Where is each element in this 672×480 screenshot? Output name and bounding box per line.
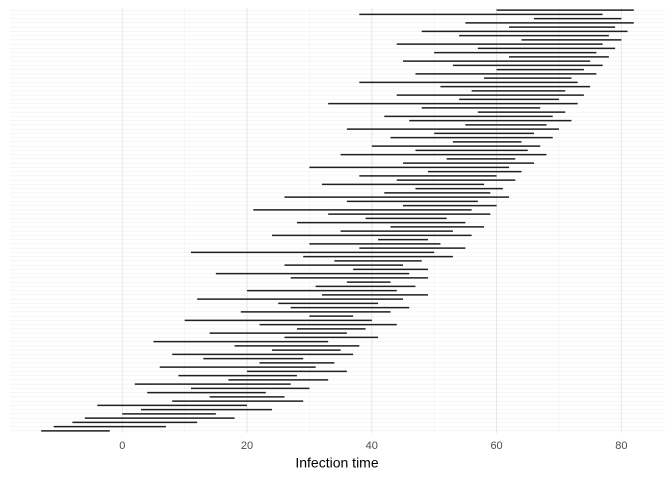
- x-axis-title: Infection time: [295, 455, 378, 471]
- x-tick-label: 40: [366, 440, 378, 452]
- x-tick-label: 60: [490, 440, 502, 452]
- x-tick-label: 0: [119, 440, 125, 452]
- intervals: [41, 9, 634, 432]
- x-tick-label: 80: [615, 440, 627, 452]
- x-tick-label: 20: [241, 440, 253, 452]
- grid: [10, 8, 665, 433]
